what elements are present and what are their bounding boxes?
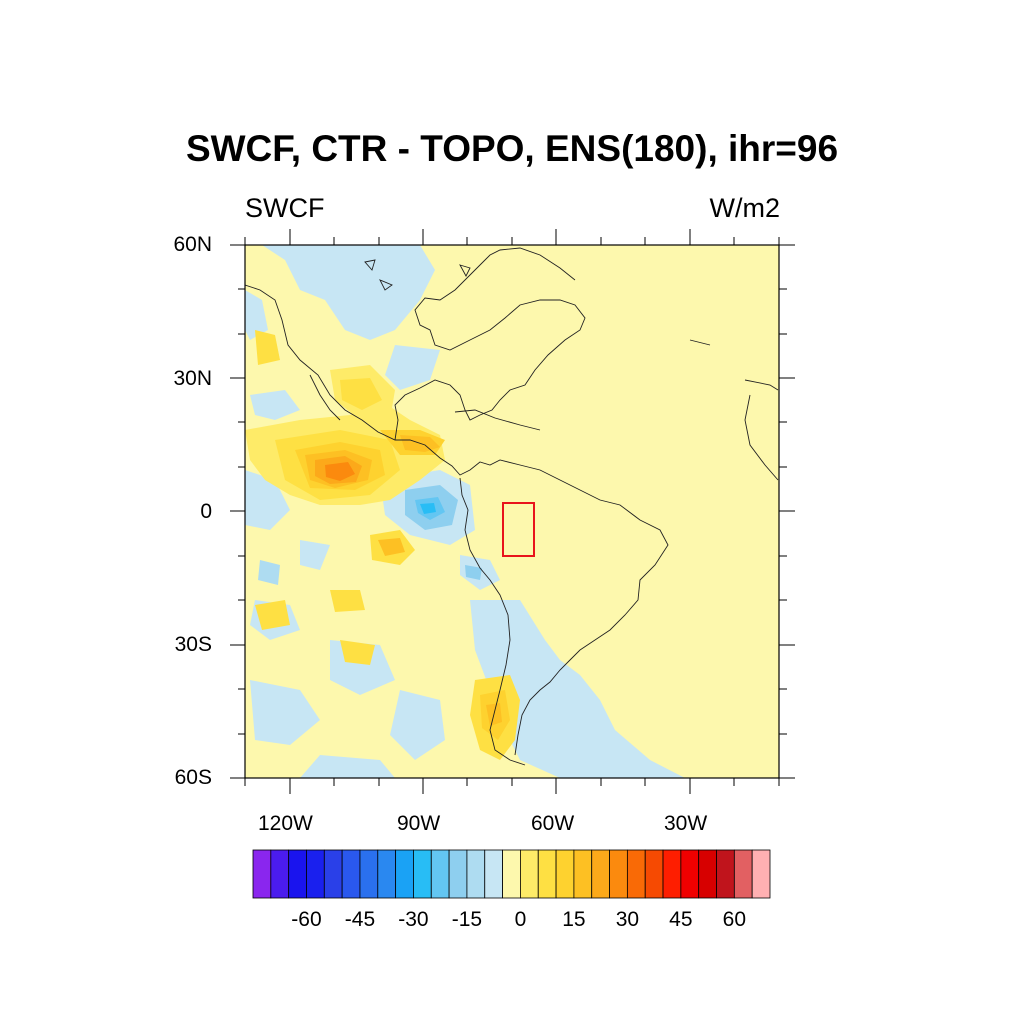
colorbar-swatch	[502, 849, 521, 899]
positive-patch	[340, 378, 382, 410]
positive-patch	[255, 600, 290, 630]
colorbar-label: 15	[562, 908, 586, 931]
map-field	[245, 245, 779, 778]
colorbar-swatch	[359, 849, 379, 899]
negative-patch	[470, 600, 685, 778]
coastline-caribbean	[454, 409, 541, 431]
colorbar-swatch	[751, 849, 771, 899]
lat-label: 0	[200, 500, 212, 523]
coastline-gulf	[394, 247, 586, 441]
colorbar	[252, 849, 771, 899]
negative-patch	[262, 245, 435, 340]
colorbar-swatch	[430, 849, 450, 899]
tick-marks	[230, 229, 795, 794]
colorbar-swatch	[448, 849, 468, 899]
highlight-box	[502, 502, 535, 557]
lon-label: 60W	[531, 812, 575, 835]
colorbar-label: -30	[398, 908, 429, 931]
negative-patch	[385, 345, 440, 390]
colorbar-swatch	[395, 849, 414, 899]
colorbar-swatch	[609, 849, 628, 899]
lon-label: 30W	[664, 812, 708, 835]
lon-label: 120W	[258, 812, 313, 835]
colorbar-swatch	[413, 849, 432, 899]
colorbar-swatch	[716, 849, 735, 899]
coastline-south-america-west	[459, 477, 526, 766]
colorbar-swatch	[306, 849, 325, 899]
coastline-north-america	[245, 284, 669, 756]
negative-patch	[250, 680, 320, 745]
colorbar-swatch	[573, 849, 593, 899]
colorbar-label: -15	[451, 908, 483, 931]
colorbar-swatch	[484, 849, 503, 899]
colorbar-swatch	[591, 849, 610, 899]
coastline-baja	[309, 374, 341, 421]
negative-patch	[300, 540, 330, 570]
positive-patch	[255, 330, 280, 365]
colorbar-swatch	[555, 849, 575, 899]
colorbar-label: 0	[514, 908, 527, 931]
colorbar-label: 60	[722, 908, 747, 931]
negative-patch	[245, 290, 268, 340]
colorbar-label: -45	[344, 908, 376, 931]
coastlines	[245, 247, 779, 766]
coastline-lakes	[364, 259, 471, 291]
lat-label: 30N	[173, 367, 212, 390]
colorbar-swatch	[323, 849, 343, 899]
colorbar-swatch	[341, 849, 361, 899]
colorbar-swatch	[377, 849, 397, 899]
negative-patch	[390, 690, 445, 760]
colorbar-swatch	[644, 849, 664, 899]
colorbar-label: 30	[615, 908, 640, 931]
units-string: W/m2	[709, 193, 781, 223]
lat-label: 30S	[174, 633, 212, 656]
plot-title: SWCF, CTR - TOPO, ENS(180), ihr=96	[185, 128, 839, 169]
negative-patch	[258, 560, 280, 585]
colorbar-swatch	[466, 849, 486, 899]
negative-patch	[300, 755, 395, 778]
lon-label: 90W	[397, 812, 441, 835]
colorbar-swatch	[680, 849, 700, 899]
colorbar-swatch	[270, 849, 290, 899]
negative-core	[465, 565, 482, 580]
colorbar-swatch	[288, 849, 307, 899]
positive-patch	[378, 538, 405, 556]
coastline-greenland-fragments	[689, 339, 779, 481]
colorbar-swatch	[698, 849, 717, 899]
colorbar-label: -60	[291, 908, 322, 931]
colorbar-swatch	[537, 849, 557, 899]
negative-core	[420, 503, 436, 514]
colorbar-label: 45	[669, 908, 693, 931]
positive-patch	[330, 590, 365, 612]
lat-label: 60S	[174, 766, 212, 789]
negative-patch	[245, 470, 290, 530]
positive-patch	[325, 462, 355, 481]
colorbar-swatch	[252, 849, 272, 899]
positive-patch	[340, 640, 375, 665]
colorbar-swatch	[733, 849, 753, 899]
lat-label: 60N	[173, 233, 212, 256]
colorbar-swatch	[626, 849, 646, 899]
colorbar-swatch	[520, 849, 539, 899]
left-string: SWCF	[245, 193, 325, 223]
negative-patch	[250, 390, 300, 420]
colorbar-swatch	[662, 849, 682, 899]
